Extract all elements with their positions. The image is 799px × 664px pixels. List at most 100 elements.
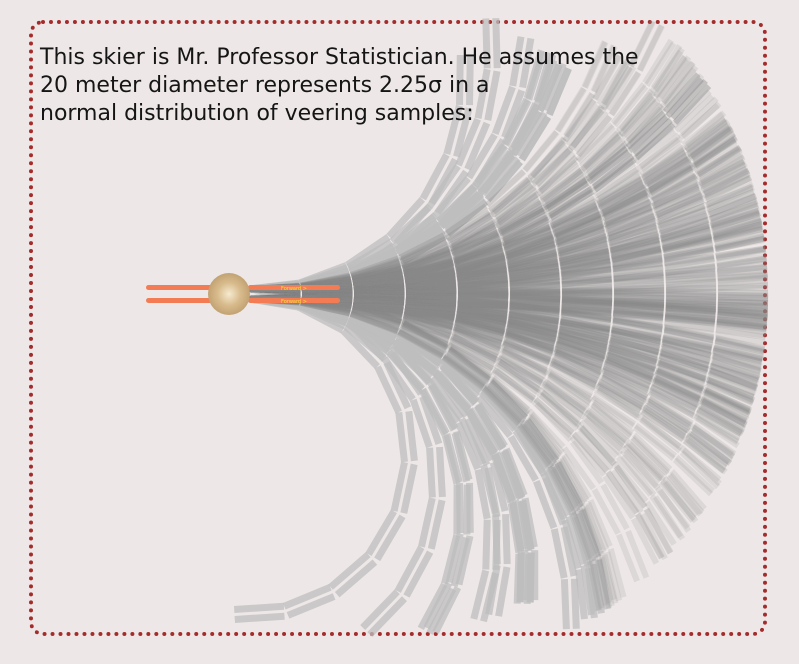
trail-segment — [302, 286, 353, 296]
trail-segment — [662, 334, 713, 350]
trail-segment — [639, 417, 682, 454]
trail-segment — [711, 352, 762, 372]
trail-segment — [509, 307, 560, 322]
trail-segment — [406, 284, 457, 296]
trail-segment — [703, 168, 751, 197]
trail-segment — [352, 300, 404, 312]
trail-segment — [494, 367, 537, 405]
trail-segment — [506, 321, 557, 338]
trail-segment — [634, 122, 676, 161]
trail-segment — [498, 199, 544, 233]
trail-segment — [450, 231, 500, 256]
trail-segment — [648, 388, 696, 418]
trail-segment — [611, 329, 661, 349]
trail-segment — [508, 268, 560, 280]
trail-segment — [352, 301, 404, 315]
trail-segment — [542, 168, 586, 205]
trail-segment — [702, 386, 752, 412]
trail-segment — [353, 301, 403, 325]
trail-segment — [352, 301, 404, 315]
trail-segment — [402, 312, 453, 331]
trail-segment — [691, 424, 736, 459]
trail-segment — [509, 267, 560, 282]
trail-segment — [609, 336, 660, 355]
trail-segment — [642, 144, 687, 180]
trail-segment — [352, 270, 403, 285]
trail-segment — [605, 358, 654, 386]
trail-segment — [299, 299, 351, 318]
trail-segment — [610, 335, 660, 356]
trail-segment — [406, 289, 457, 299]
trail-segment — [456, 310, 507, 325]
trail-segment — [352, 302, 403, 317]
trail-segment — [516, 423, 552, 469]
trail-segment — [403, 261, 454, 279]
trail-segment — [704, 184, 754, 209]
trail-segment — [661, 221, 711, 243]
trail-segment — [354, 280, 405, 295]
trail-segment — [405, 282, 457, 295]
trail-segment — [661, 335, 713, 352]
trail-segment — [498, 207, 546, 237]
trail-segment — [455, 314, 506, 331]
trail-segment — [611, 246, 662, 264]
trail-segment — [662, 336, 713, 355]
trail-segment — [302, 287, 353, 299]
trail-segment — [558, 233, 608, 256]
trail-segment — [539, 168, 584, 203]
trail-segment — [405, 302, 456, 314]
trail-segment — [454, 317, 505, 335]
trail-segment — [578, 425, 617, 467]
trail-segment — [451, 333, 499, 363]
trail-segment — [354, 282, 405, 296]
trail-segment — [457, 295, 509, 307]
trail-segment — [516, 552, 525, 603]
trail-segment — [350, 309, 400, 331]
trail-segment — [550, 356, 599, 383]
trail-segment — [450, 229, 499, 256]
trail-segment — [567, 108, 605, 151]
trail-segment — [550, 357, 599, 385]
trail-segment — [507, 257, 558, 273]
trail-segment — [502, 339, 552, 363]
trail-segment — [551, 198, 598, 229]
trail-segment — [608, 231, 659, 250]
trail-segment — [353, 299, 404, 310]
trail-segment — [612, 260, 663, 273]
trail-segment — [508, 317, 558, 336]
trail-segment — [560, 257, 611, 274]
trail-segment — [689, 430, 733, 466]
trail-segment — [507, 260, 559, 274]
trail-segment — [560, 319, 611, 337]
trail-segment — [404, 305, 455, 318]
trail-segment — [585, 561, 602, 612]
trail-segment — [406, 286, 457, 297]
trail-segment — [480, 464, 499, 515]
trail-segment — [509, 308, 560, 324]
trail-segment — [494, 360, 541, 392]
trail-segment — [559, 322, 610, 341]
trail-segment — [597, 182, 645, 211]
trail-segment — [504, 234, 554, 256]
trail-segment — [406, 291, 457, 303]
trail-segment — [713, 223, 764, 243]
trail-segment — [609, 235, 660, 254]
trail-segment — [353, 280, 404, 290]
trail-segment — [406, 291, 457, 302]
trail-segment — [603, 204, 653, 229]
trail-segment — [302, 287, 353, 300]
trail-segment — [540, 389, 582, 428]
trail-segment — [655, 192, 704, 219]
trail-segment — [300, 272, 351, 289]
trail-segment — [604, 198, 652, 226]
trail-segment — [627, 106, 666, 147]
trail-segment — [507, 250, 558, 270]
trail-segment — [456, 254, 506, 275]
trail-segment — [643, 508, 673, 555]
trail-segment — [454, 252, 505, 270]
trail-segment — [508, 311, 559, 325]
trail-segment — [456, 269, 508, 282]
trail-segment — [353, 280, 405, 295]
trail-segment — [353, 300, 404, 311]
trail-segment — [634, 122, 676, 161]
